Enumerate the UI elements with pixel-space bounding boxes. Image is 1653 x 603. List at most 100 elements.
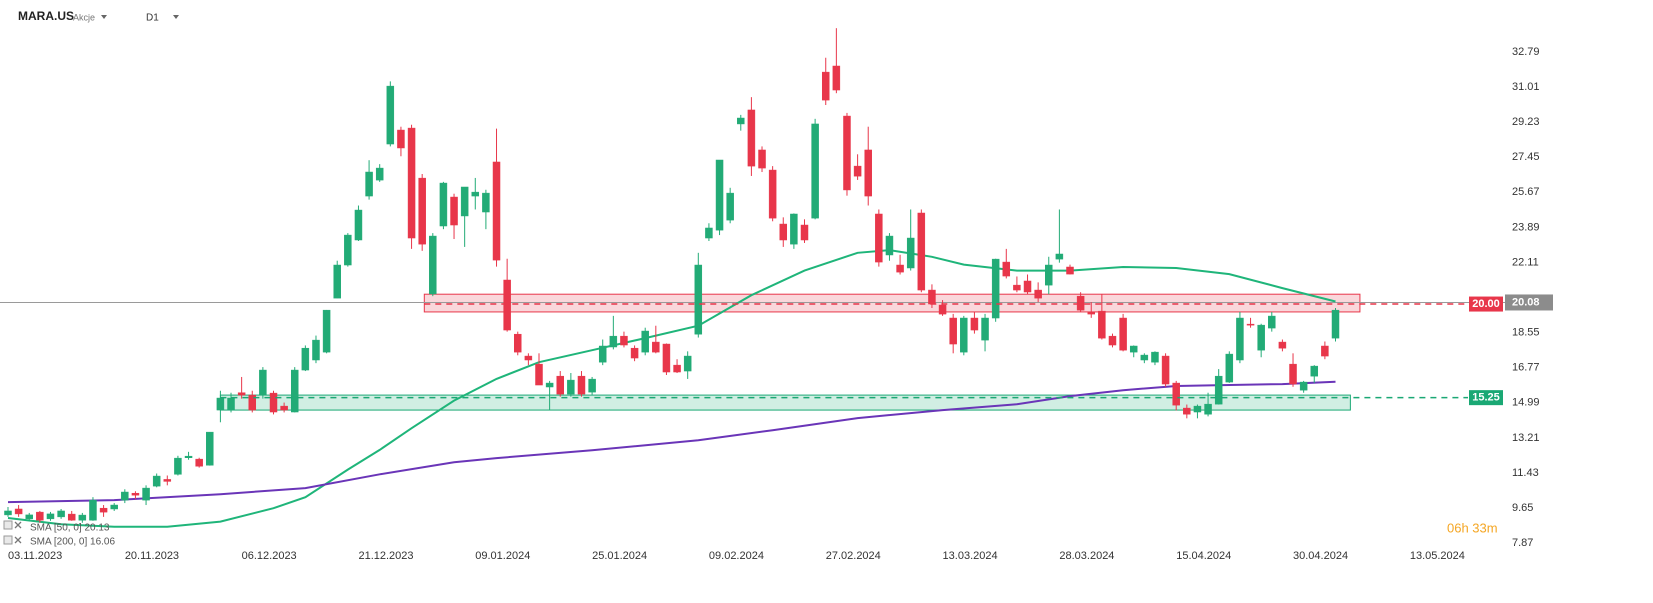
candle-body [439, 182, 448, 227]
x-tick-label: 03.11.2023 [8, 550, 62, 562]
candle-body [1257, 324, 1265, 351]
candle-body [375, 167, 384, 181]
candle-body [1193, 405, 1202, 413]
dropdown-arrow[interactable] [101, 15, 107, 19]
x-tick-label: 13.05.2024 [1410, 550, 1465, 562]
candle-body [397, 129, 405, 149]
legend-entry: SMA [200, 0] 16.06 [30, 537, 115, 548]
dropdown-arrow[interactable] [173, 15, 179, 19]
legend-close[interactable] [14, 521, 22, 529]
candle-body [1013, 284, 1021, 291]
candle-body [1214, 375, 1223, 405]
candle-body [301, 347, 310, 371]
candle-body [1055, 253, 1064, 260]
candle-body [726, 192, 734, 221]
candle-body [67, 513, 76, 521]
candle-body [705, 227, 713, 239]
y-tick-label: 9.65 [1512, 502, 1533, 514]
candle-body [312, 339, 320, 361]
candle-body [758, 149, 766, 169]
candle-body [970, 317, 979, 331]
candle-body [99, 507, 108, 513]
candle-body [259, 369, 267, 396]
candle-body [652, 341, 660, 353]
candle-body [1161, 355, 1170, 385]
candle-body [1119, 317, 1127, 351]
candle-body [1129, 345, 1138, 353]
candle-body [1108, 335, 1117, 346]
candle-body [556, 375, 564, 395]
candle-body [89, 499, 97, 521]
candle-body [1204, 403, 1212, 415]
candle-body [662, 343, 671, 373]
interval[interactable]: D1 [146, 13, 159, 24]
candle-body [1310, 365, 1319, 377]
y-tick-label: 27.45 [1512, 151, 1540, 163]
y-tick-label: 32.79 [1512, 46, 1540, 58]
candle-body [1045, 264, 1053, 286]
x-tick-label: 25.01.2024 [592, 550, 647, 562]
candle-body [152, 475, 161, 487]
candle-body [1098, 310, 1106, 339]
last-price-label: 20.08 [1512, 296, 1540, 308]
candle-body [938, 304, 947, 315]
candle-body [1140, 354, 1149, 361]
candle-body [131, 492, 140, 496]
x-tick-label: 09.01.2024 [475, 550, 530, 562]
y-tick-label: 18.55 [1512, 327, 1540, 339]
candle-body [577, 375, 586, 395]
candle-body [906, 237, 915, 269]
candle-body [1066, 266, 1074, 275]
level-label-box [1469, 390, 1503, 406]
candle-body [1172, 382, 1180, 406]
candle-body [928, 289, 936, 305]
symbol[interactable]: MARA.US [18, 9, 74, 23]
y-tick-label: 13.21 [1512, 432, 1540, 444]
candle-body [630, 347, 639, 359]
candle-body [503, 279, 511, 331]
candle-body [545, 382, 554, 388]
candle-body [991, 258, 1000, 319]
candle-body [609, 335, 618, 348]
candle-body [237, 392, 246, 396]
candle-body [121, 491, 129, 501]
candle-body [620, 335, 628, 346]
x-tick-label: 20.11.2023 [125, 550, 179, 562]
candle-body [174, 457, 182, 475]
candle-body [694, 264, 703, 335]
candle-body [1268, 315, 1276, 329]
candle-body [142, 487, 150, 501]
candle-body [715, 159, 724, 231]
candle-body [1151, 351, 1159, 363]
level-label: 20.00 [1472, 298, 1500, 310]
candle-body [450, 196, 458, 226]
legend-icons [3, 520, 22, 545]
candle-body [57, 510, 65, 518]
candle-body [78, 514, 87, 521]
candle-body [811, 123, 819, 219]
candle-body [1321, 345, 1329, 357]
candle-body [1002, 261, 1011, 277]
candle-body [524, 355, 533, 361]
legend-close[interactable] [14, 536, 22, 544]
candle-body [269, 392, 278, 413]
candle-body [429, 235, 437, 295]
candle-body [354, 209, 363, 241]
candle-body [1278, 341, 1287, 349]
candle-body [641, 330, 649, 353]
legend-icon[interactable] [3, 520, 13, 530]
legend-icon[interactable] [3, 535, 13, 545]
candle-body [896, 264, 904, 273]
candle-body [917, 212, 926, 291]
candle-body [864, 149, 872, 197]
candle-body [163, 479, 172, 482]
y-tick-label: 7.87 [1512, 537, 1533, 549]
candle-body [875, 213, 883, 263]
candle-body [344, 234, 352, 266]
level-label-box [1469, 296, 1503, 312]
candle-body [779, 223, 788, 241]
candle-body [407, 127, 416, 239]
candle-body [365, 171, 373, 197]
candle-body [832, 65, 841, 91]
